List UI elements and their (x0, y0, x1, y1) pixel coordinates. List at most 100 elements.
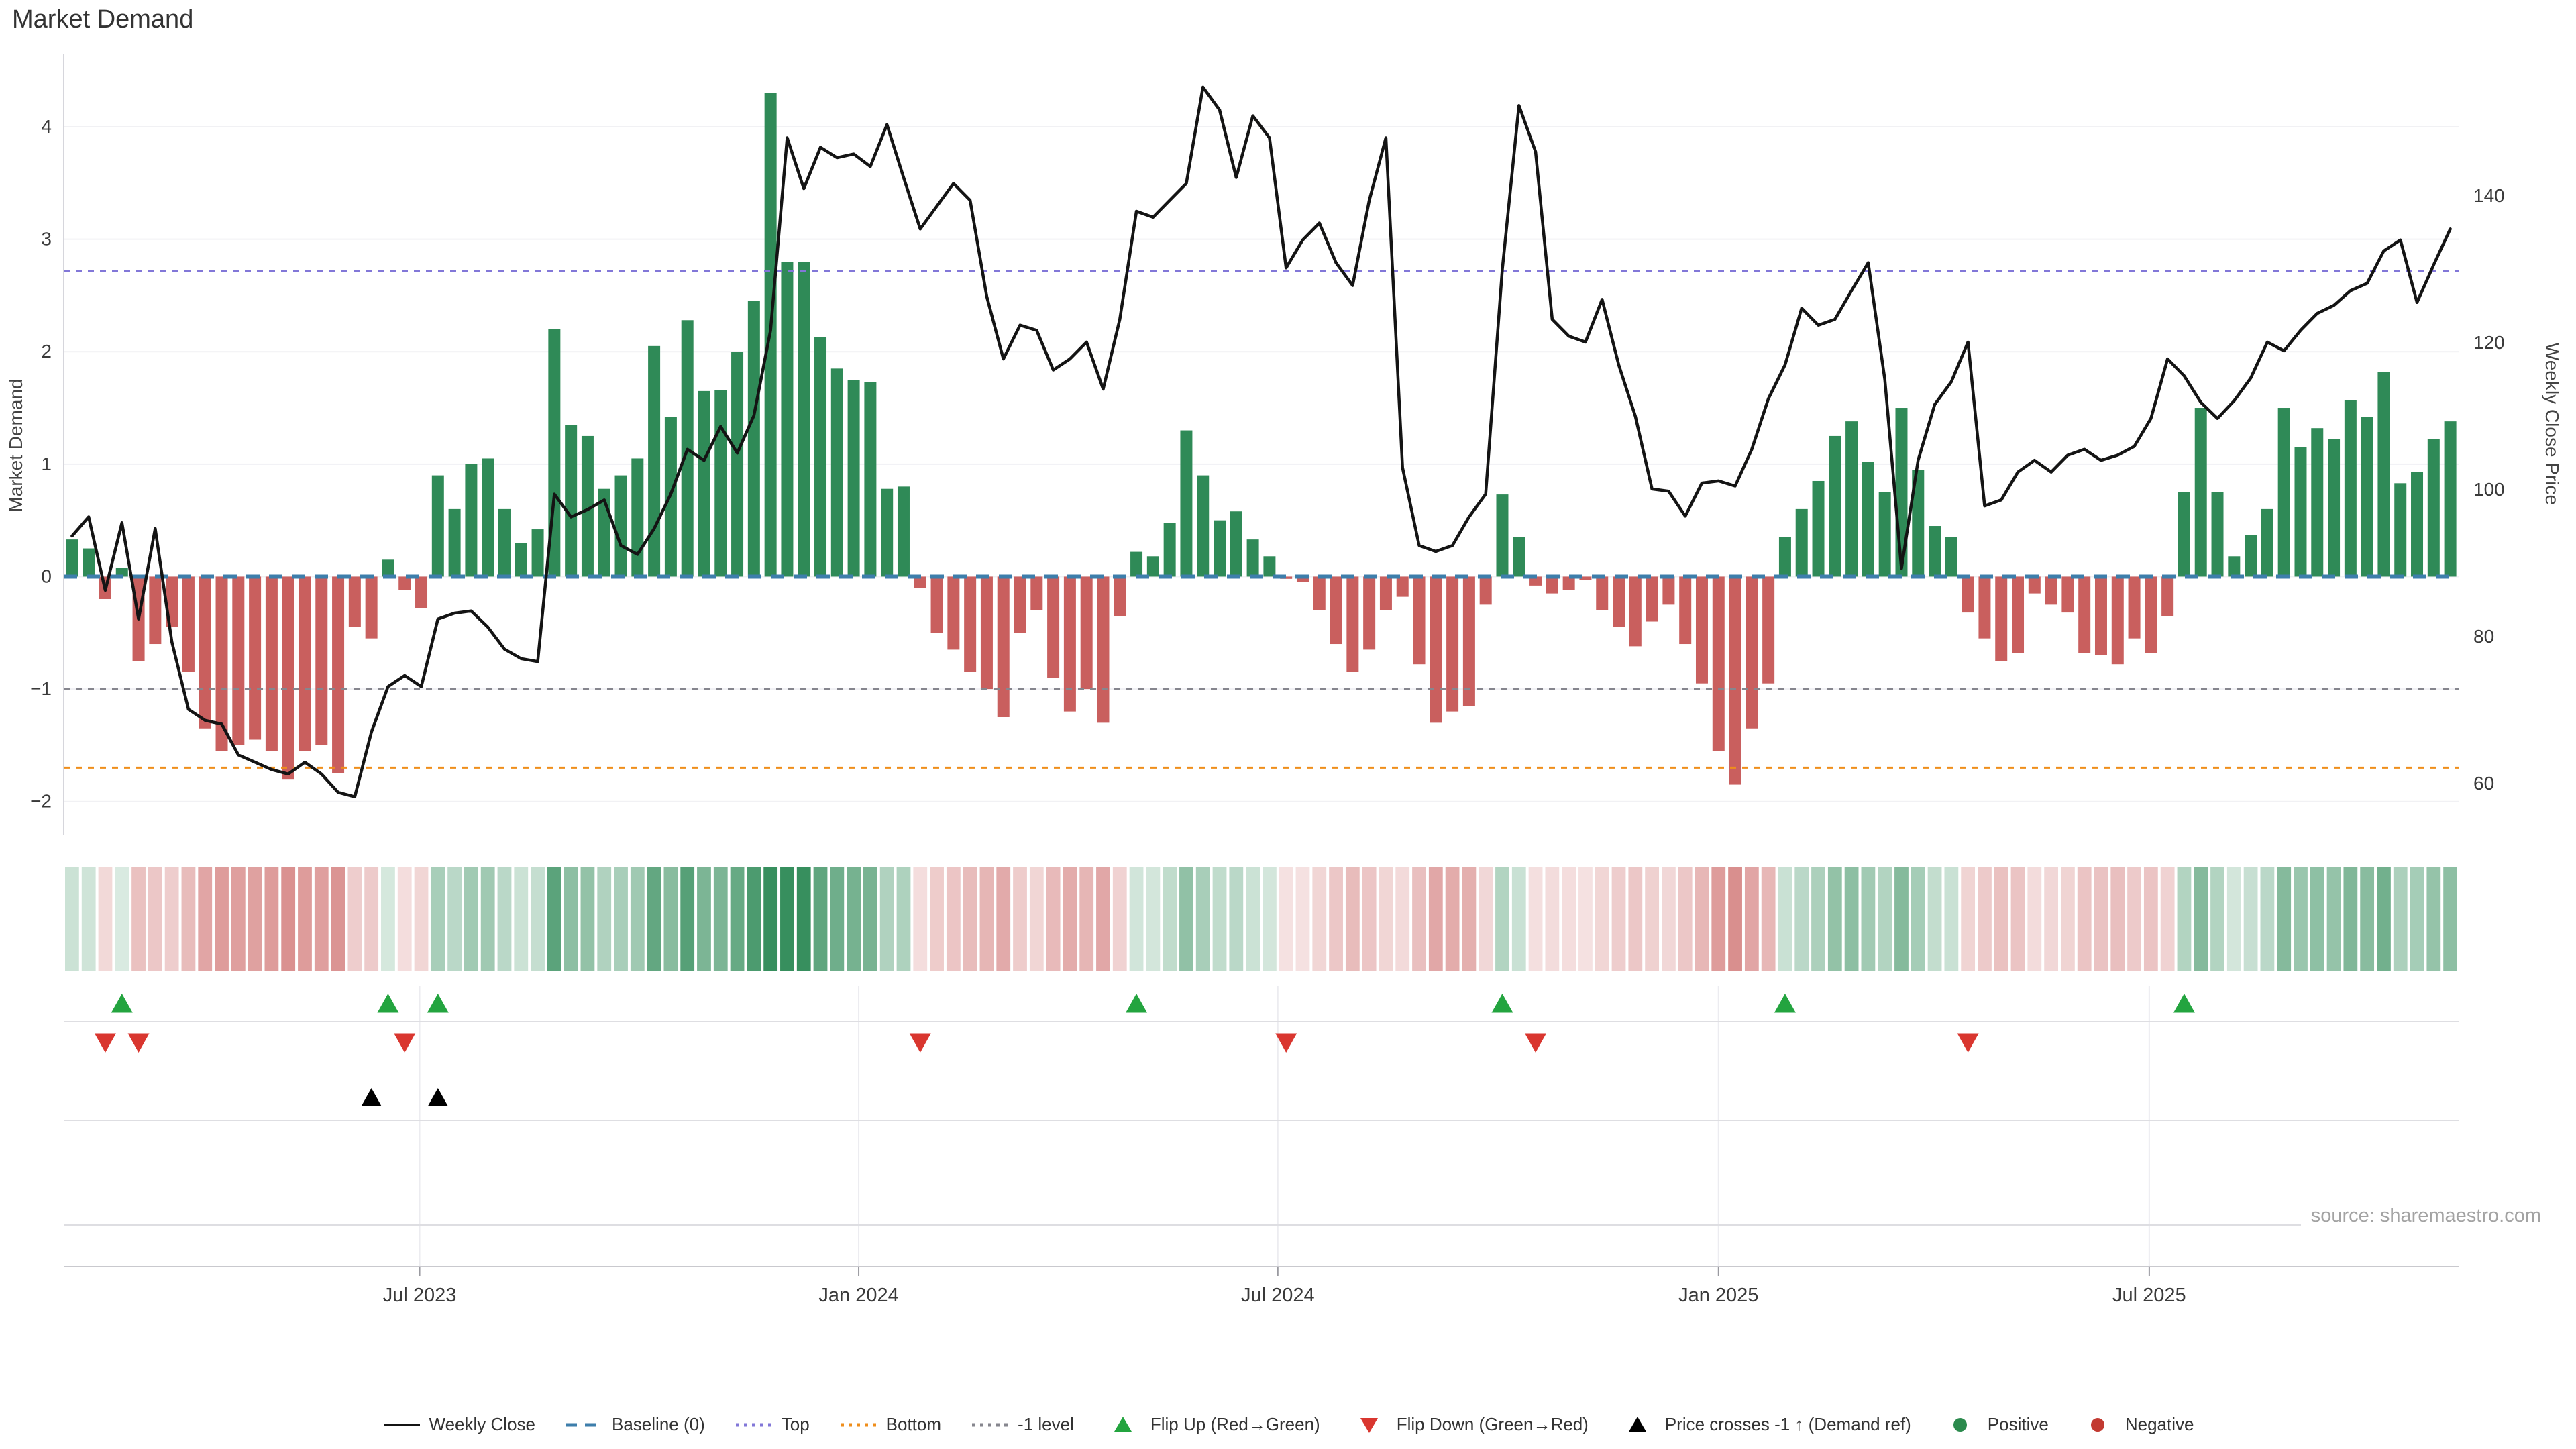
demand-bar (2111, 576, 2124, 665)
demand-bar (1014, 576, 1026, 633)
heatmap-cell (1794, 867, 1809, 971)
legend-item-positive[interactable]: Positive (1941, 1414, 2049, 1435)
heatmap-cell (98, 867, 113, 971)
demand-bar (881, 488, 894, 577)
demand-bar (1163, 523, 1176, 577)
demand-bar (1679, 576, 1692, 645)
demand-bar (2061, 576, 2074, 613)
demand-bar (249, 576, 262, 740)
dot-swatch-icon (735, 1423, 772, 1426)
heatmap-cell (1246, 867, 1260, 971)
demand-bar (2094, 576, 2107, 655)
heatmap-cell (1645, 867, 1659, 971)
legend-item-1-level[interactable]: -1 level (971, 1414, 1074, 1435)
heatmap-cell (1229, 867, 1244, 971)
heatmap-cell (1911, 867, 1925, 971)
flip-up-marker (427, 994, 449, 1013)
heatmap-cell (663, 867, 678, 971)
heatmap-cell (298, 867, 312, 971)
dot-swatch-icon (972, 1423, 1009, 1426)
legend-item-label: -1 level (1018, 1414, 1074, 1434)
heatmap-cell (198, 867, 213, 971)
flip-up-marker (1774, 994, 1796, 1013)
heatmap-cell (414, 867, 429, 971)
heatmap-cell (1195, 867, 1210, 971)
demand-bar (315, 576, 328, 745)
demand-bar (282, 576, 294, 780)
demand-bar (631, 458, 644, 577)
heatmap-cell (480, 867, 495, 971)
heatmap-cell (331, 867, 345, 971)
heatmap-cell (580, 867, 595, 971)
heatmap-cell (830, 867, 845, 971)
heatmap-cell (2110, 867, 2125, 971)
legend-item-bottom[interactable]: Bottom (839, 1414, 941, 1435)
legend-item-label: Price crosses -1 ↑ (Demand ref) (1664, 1414, 1911, 1434)
demand-bar (814, 337, 827, 577)
heatmap-cell (1096, 867, 1110, 971)
demand-bar (847, 380, 860, 577)
chart-title: Market Demand (12, 5, 194, 34)
flip-down-marker (394, 1033, 416, 1053)
heatmap-cell (1978, 867, 1992, 971)
circle-swatch-icon (2090, 1417, 2104, 1432)
demand-bar (698, 390, 710, 577)
demand-bar (232, 576, 245, 745)
heatmap-cell (2027, 867, 2042, 971)
demand-bar (2328, 439, 2341, 577)
circle-swatch-icon (1953, 1417, 1967, 1432)
heatmap-cell (1811, 867, 1825, 971)
heatmap-cell (314, 867, 329, 971)
demand-bar (714, 390, 727, 577)
heatmap-cell (1112, 867, 1127, 971)
right-axis-tick: 80 (2473, 626, 2494, 647)
legend-item-top[interactable]: Top (735, 1414, 810, 1435)
demand-bar (1114, 576, 1126, 616)
heatmap-cell (1179, 867, 1193, 971)
heatmap-cell (231, 867, 246, 971)
demand-bar (66, 539, 78, 577)
legend-item-flip-up-red-green[interactable]: Flip Up (Red→Green) (1104, 1414, 1320, 1435)
heatmap-cell (514, 867, 529, 971)
heatmap-cell (1212, 867, 1227, 971)
legend-item-weekly-close[interactable]: Weekly Close (382, 1414, 535, 1435)
heatmap-cell (65, 867, 79, 971)
heatmap-cell (547, 867, 561, 971)
x-tick-label: Jul 2023 (383, 1285, 457, 1306)
heatmap-cell (780, 867, 794, 971)
legend-item-label: Flip Down (Green→Red) (1396, 1414, 1589, 1434)
dot-swatch-icon (840, 1423, 877, 1426)
demand-bar (1962, 576, 1974, 613)
legend-item-baseline-0[interactable]: Baseline (0) (565, 1414, 705, 1435)
demand-bar (1047, 576, 1060, 678)
demand-bar (199, 576, 211, 729)
legend-item-label: Weekly Close (429, 1414, 535, 1434)
heatmap-cell (115, 867, 129, 971)
legend-item-label: Bottom (885, 1414, 942, 1434)
demand-bar (1978, 576, 1991, 639)
legend-item-negative[interactable]: Negative (2078, 1414, 2194, 1435)
demand-bar (2078, 576, 2091, 653)
legend-item-price-crosses-1-demand-ref[interactable]: Price crosses -1 ↑ (Demand ref) (1618, 1414, 1911, 1435)
heatmap-cell (1412, 867, 1426, 971)
demand-bar (897, 486, 910, 577)
heatmap-cell (1428, 867, 1443, 971)
heatmap-cell (2260, 867, 2275, 971)
demand-bar (2311, 428, 2324, 577)
demand-bar (1613, 576, 1625, 627)
heatmap-cell (647, 867, 661, 971)
demand-bar (1063, 576, 1076, 712)
legend-item-flip-down-green-red[interactable]: Flip Down (Green→Red) (1350, 1414, 1589, 1435)
heatmap-cell (763, 867, 778, 971)
heatmap-cell (347, 867, 362, 971)
heatmap-cell (2160, 867, 2175, 971)
heatmap-cell (1545, 867, 1560, 971)
demand-bar (747, 301, 760, 577)
left-axis-tick: −2 (30, 791, 52, 812)
heatmap-cell (2094, 867, 2108, 971)
demand-bar (864, 382, 877, 577)
demand-bar (1695, 576, 1708, 684)
heatmap-cell (863, 867, 877, 971)
price-cross-marker (427, 1088, 448, 1106)
flip-up-marker (111, 994, 133, 1013)
